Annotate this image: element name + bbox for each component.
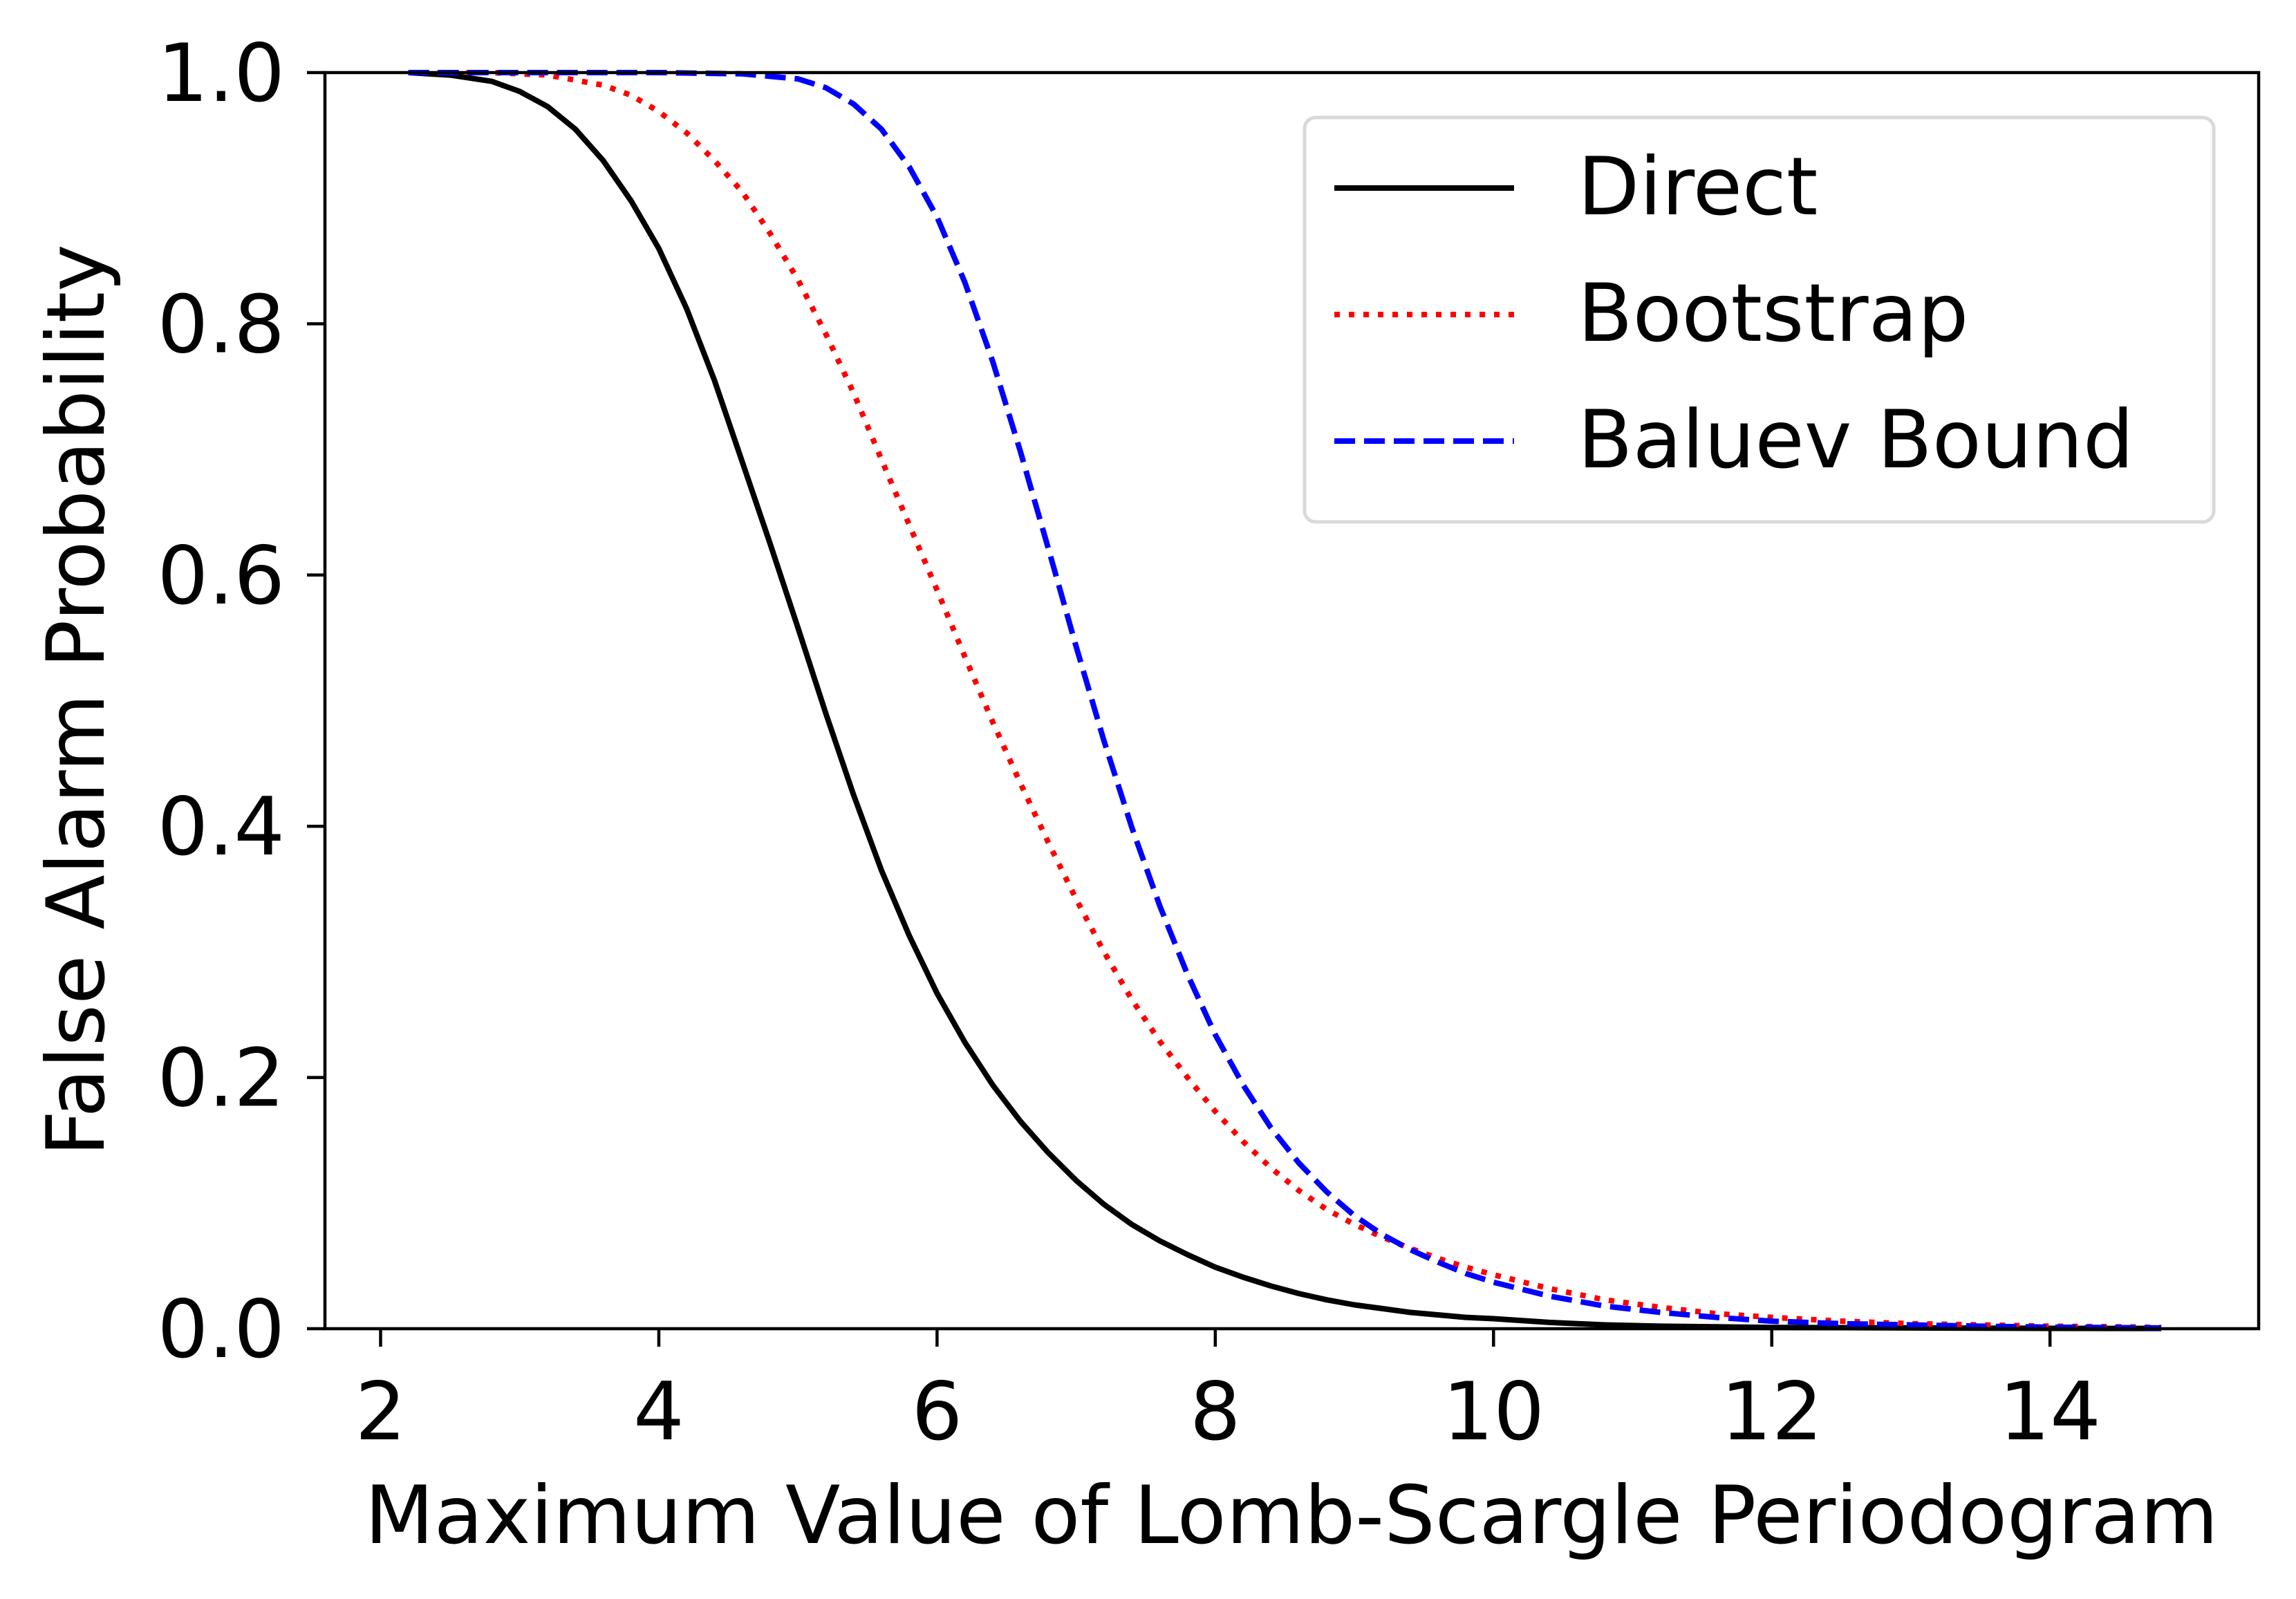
- legend: Direct Bootstrap Baluev Bound: [1303, 115, 2216, 524]
- y-tick-label: 0.0: [158, 1283, 285, 1376]
- x-tick-label: 14: [1999, 1365, 2101, 1459]
- series-line-direct: [408, 70, 2162, 1331]
- y-tick-label: 0.6: [158, 530, 285, 623]
- x-tick-label: 6: [911, 1365, 962, 1459]
- x-tick-label: 10: [1442, 1365, 1544, 1459]
- x-tick-label: 12: [1721, 1365, 1823, 1459]
- axis-ticks: 2 4 6 8 10 12 14 0.0 0.2 0.4 0.6 0.8 1.0: [158, 27, 2101, 1459]
- legend-label-bootstrap: Bootstrap: [1578, 267, 1968, 360]
- x-tick-label: 4: [633, 1365, 684, 1459]
- x-tick-label: 2: [355, 1365, 407, 1459]
- x-tick-label: 8: [1190, 1365, 1241, 1459]
- legend-label-baluev: Baluev Bound: [1578, 393, 2134, 487]
- plot-lines: [408, 70, 2162, 1331]
- y-tick-label: 0.4: [158, 780, 285, 874]
- legend-label-direct: Direct: [1578, 140, 1818, 234]
- series-line-baluev-bound: [408, 70, 2162, 1331]
- series-line-bootstrap: [408, 70, 2162, 1331]
- plot-area-frame: [323, 71, 2261, 1331]
- x-axis-label: Maximum Value of Lomb-Scargle Periodogra…: [365, 1469, 2219, 1562]
- y-axis-label: False Alarm Probability: [30, 244, 123, 1156]
- y-tick-label: 1.0: [158, 27, 285, 120]
- y-tick-label: 0.8: [158, 278, 285, 371]
- y-tick-label: 0.2: [158, 1032, 285, 1125]
- legend-box: [1303, 115, 2216, 524]
